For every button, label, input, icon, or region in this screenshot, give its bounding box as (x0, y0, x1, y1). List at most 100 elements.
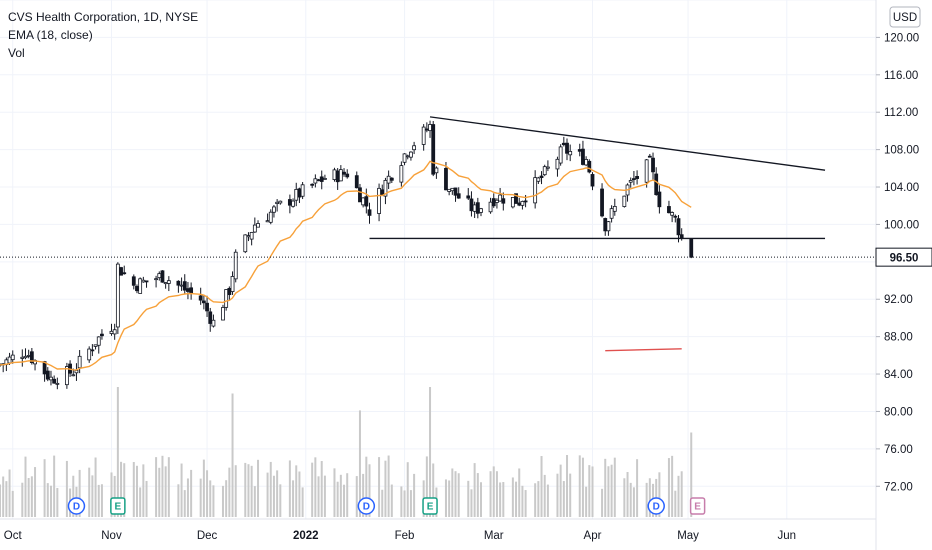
volume-bar (636, 459, 639, 517)
candle-body (230, 276, 235, 292)
candle-body (428, 124, 432, 132)
dividend-marker[interactable]: D (647, 497, 665, 515)
candle-body (377, 187, 381, 214)
volume-bar (180, 463, 183, 517)
last-price-value: 96.50 (890, 253, 919, 265)
ema-indicator-label[interactable]: EMA (18, close) (8, 28, 93, 42)
candle-body (514, 193, 518, 204)
volume-bar (495, 471, 498, 517)
volume-bar (632, 487, 635, 517)
volume-bar (333, 468, 336, 517)
candle-body (300, 184, 305, 197)
candle-body (409, 151, 413, 158)
candle-body (119, 267, 123, 276)
volume-bar (49, 485, 52, 517)
volume-bar (674, 490, 677, 517)
volume-bar (648, 478, 651, 517)
candle-body (447, 188, 452, 192)
candle-body (179, 284, 184, 287)
candle-body (383, 179, 388, 197)
event-label: E (694, 502, 701, 513)
volume-bar (591, 466, 594, 517)
volume-bar (473, 463, 476, 517)
y-tick-label: 92.00 (884, 294, 913, 306)
volume-bar (295, 465, 298, 517)
symbol-title[interactable]: CVS Health Corporation, 1D, NYSE (8, 10, 199, 24)
earnings-marker[interactable]: E (110, 497, 126, 515)
volume-bar (444, 479, 447, 517)
event-label: D (73, 502, 80, 513)
earnings-marker[interactable]: E (422, 497, 438, 515)
candle-body (272, 206, 276, 213)
candle-body (520, 201, 525, 206)
volume-bar (43, 459, 46, 517)
earnings_future-marker[interactable]: E (689, 497, 706, 515)
candle-body (361, 197, 366, 206)
candle-body (405, 155, 410, 158)
currency-label: USD (893, 12, 917, 24)
candle-body (189, 287, 194, 294)
volume-bar (113, 475, 116, 517)
volume-bar (186, 478, 189, 517)
volume-bar (413, 473, 416, 517)
volume-bar (343, 484, 346, 517)
candle-body (221, 307, 225, 321)
last-price-box (875, 247, 932, 267)
volume-indicator-label[interactable]: Vol (8, 46, 25, 60)
candle-body (252, 224, 257, 233)
dividend-marker[interactable]: D (357, 497, 376, 515)
volume-bar (317, 476, 320, 517)
candle-body (577, 149, 582, 152)
volume-bar (292, 480, 295, 517)
volume-bar (269, 461, 272, 517)
candle-body (679, 234, 684, 239)
volume-bar (34, 467, 37, 517)
candle-body (205, 302, 209, 312)
volume-bar (132, 462, 135, 517)
candle-body (160, 270, 165, 283)
volume-bar (206, 470, 209, 517)
volume-bar (279, 484, 282, 517)
volume-bar (11, 490, 14, 517)
x-tick-label: 2022 (293, 530, 319, 542)
volume-bar (378, 457, 381, 517)
volume-bar (671, 455, 674, 517)
event-label: D (363, 502, 370, 513)
volume-bar (454, 471, 457, 517)
candle-body (45, 370, 50, 380)
volume-bar (272, 475, 275, 517)
candle-body (386, 175, 391, 184)
candle-body (364, 196, 369, 207)
candle-body (676, 218, 681, 236)
candle-body (670, 212, 675, 216)
candle-body (545, 166, 550, 169)
volume-bar (511, 477, 514, 517)
candle-body (498, 194, 503, 202)
volume-bar (559, 464, 562, 517)
candle-body (243, 234, 248, 253)
volume-bar (78, 469, 81, 517)
candle-body (584, 159, 589, 166)
volume-bar (225, 480, 228, 517)
x-tick-label: Feb (395, 530, 415, 542)
candle-body (198, 295, 203, 301)
volume-bar (390, 484, 393, 517)
y-tick-label: 72.00 (884, 481, 913, 493)
volume-bar (569, 473, 572, 517)
candle-body (55, 382, 60, 385)
candle-body (654, 173, 659, 196)
last-price-badge: 96.50 (875, 247, 932, 267)
volume-bar (346, 473, 349, 517)
volume-bar (164, 466, 167, 517)
candle-body (278, 200, 283, 204)
volume-bar (480, 482, 483, 517)
volume-bar (566, 455, 569, 517)
volume-bar (266, 472, 269, 517)
volume-bar (190, 469, 193, 517)
candle-body (568, 150, 573, 156)
dividend-marker[interactable]: D (67, 497, 86, 515)
volume-bar (690, 432, 693, 517)
candle-body (201, 300, 206, 304)
